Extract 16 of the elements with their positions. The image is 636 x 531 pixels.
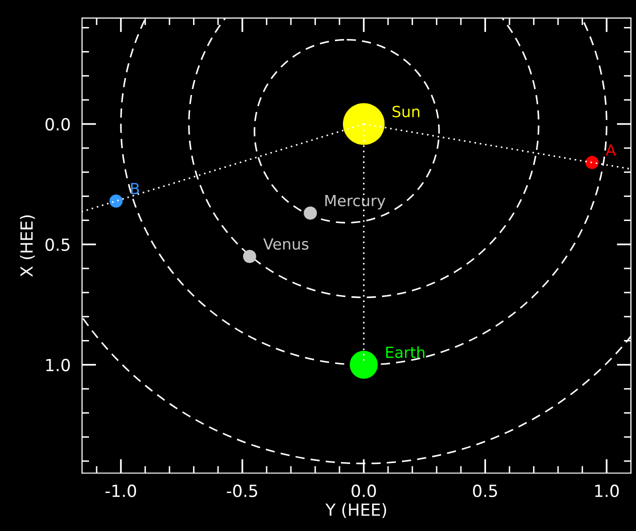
x-tick-label: -0.5 [226,484,258,498]
y-tick-label: 0.0 [46,118,70,131]
series-label: Mercury [325,195,386,210]
x-tick-label: -1.0 [105,484,136,498]
y-tick-label: 1.0 [46,358,70,372]
x-tick-label: 0.5 [473,484,497,498]
y-axis-title: X (HEE) [20,215,35,277]
series-label: Earth [386,346,424,358]
series-label: A [606,144,616,156]
series-label: B [131,183,139,194]
x-tick-label: 0.0 [352,484,376,498]
series-label: Venus [263,238,308,250]
x-axis-title: Y (HEE) [325,503,386,518]
series-label: Sun [392,106,420,118]
y-tick-label: 0.5 [46,238,70,251]
x-tick-label: 1.0 [595,484,619,498]
